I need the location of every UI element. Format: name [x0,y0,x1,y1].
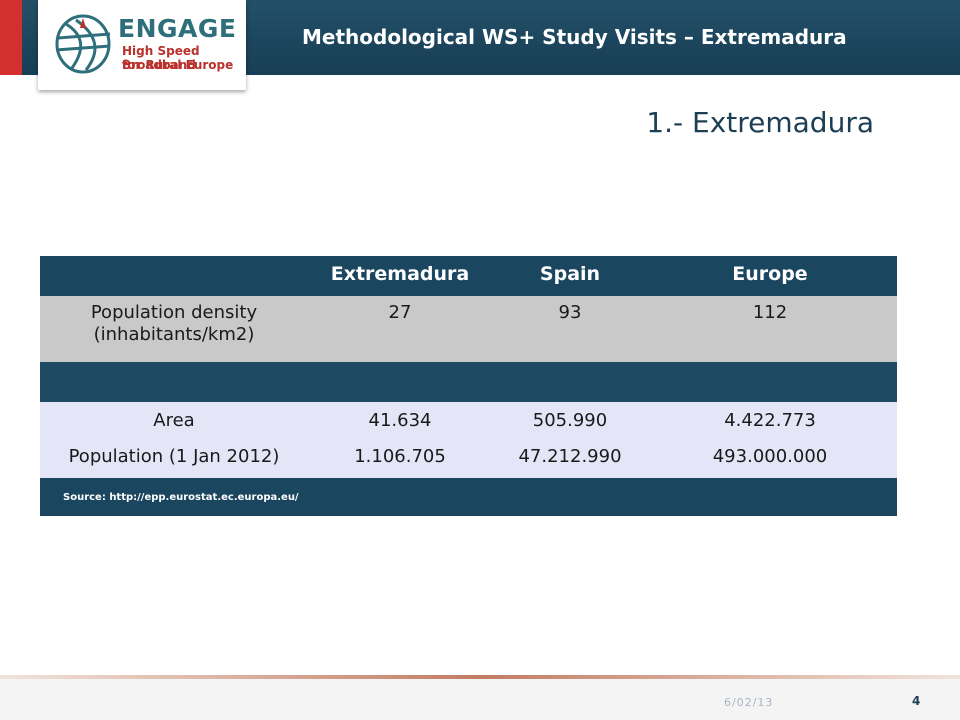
cell-value: 505.990 [532,410,608,431]
header-cell-spain: Spain [539,263,601,285]
row-label-population: Population (1 Jan 2012) [68,446,280,467]
cell-value: 27 [388,302,412,323]
cell-value: 493.000.000 [712,446,828,467]
logo-tagline-line2: for Rural Europe [122,58,234,72]
footer-divider [0,675,960,679]
header-cell-europe: Europe [732,263,808,285]
slide-date: 6/02/13 [724,696,774,709]
cell-value: 4.422.773 [724,410,816,431]
footer-bar [0,679,960,720]
page-number: 4 [912,694,921,708]
globe-logo-icon [55,14,111,74]
logo-tagline-line1: High Speed Broadband [122,44,200,72]
header-title: Methodological WS+ Study Visits – Extrem… [302,25,847,49]
statistics-table: Extremadura Spain Europe Population dens… [40,256,897,516]
header-cell-extremadura: Extremadura [330,263,470,285]
red-accent-strip [0,0,22,75]
cell-value: 1.106.705 [354,446,446,467]
row-label-area: Area [153,410,195,431]
table-separator-row [40,362,897,402]
source-note: Source: http://epp.eurostat.ec.europa.eu… [63,492,299,503]
logo-wordmark: ENGAGE [118,14,237,43]
table-row-group: Area 41.634 505.990 4.422.773 Population… [40,402,897,478]
section-title: 1.- Extremadura [646,106,874,139]
cell-value: 93 [558,302,582,323]
engage-logo: ENGAGE High Speed Broadband for Rural Eu… [38,0,246,90]
cell-value: 41.634 [368,410,432,431]
table-row: Population density (inhabitants/km2) 27 … [40,296,897,362]
table-header-row: Extremadura Spain Europe [40,256,897,296]
cell-value: 47.212.990 [518,446,622,467]
row-label-population-density: Population density (inhabitants/km2) [90,302,258,345]
table-source-row: Source: http://epp.eurostat.ec.europa.eu… [40,478,897,516]
cell-value: 112 [752,302,788,323]
